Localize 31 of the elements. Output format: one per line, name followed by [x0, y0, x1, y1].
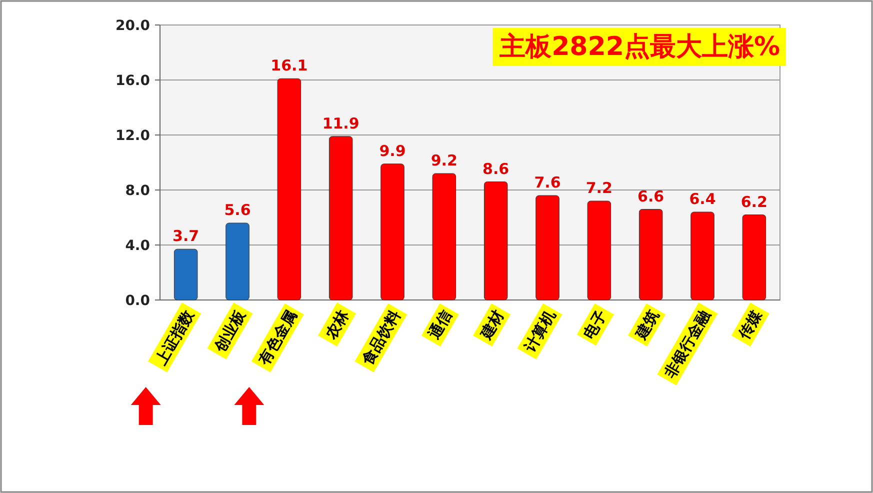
bar: [380, 164, 404, 300]
data-label: 7.6: [534, 174, 561, 192]
data-label: 9.2: [430, 152, 458, 170]
data-label: 11.9: [322, 114, 360, 132]
bar: [484, 182, 508, 300]
data-label: 8.6: [482, 160, 510, 178]
bar: [742, 214, 766, 300]
bar: [638, 209, 663, 300]
bar: [174, 248, 198, 300]
bar: [587, 200, 612, 300]
bar: [536, 195, 560, 300]
data-label: 6.6: [638, 187, 664, 206]
data-label: 16.1: [270, 56, 308, 75]
y-tick-label: 16.0: [115, 73, 150, 89]
data-label: 6.4: [689, 190, 716, 208]
y-tick-label: 20.0: [115, 18, 150, 34]
y-tick-label: 12.0: [115, 128, 150, 144]
bar: [690, 212, 714, 300]
data-label: 6.2: [740, 192, 768, 211]
bar: [328, 136, 353, 300]
y-tick-label: 8.0: [125, 183, 150, 199]
bar: [277, 78, 302, 300]
y-tick-label: 4.0: [125, 238, 150, 254]
data-label: 9.9: [379, 142, 406, 160]
data-label: 3.7: [172, 227, 200, 246]
chart-title: 主板2822点最大上涨%: [498, 32, 780, 62]
bar: [432, 173, 456, 300]
data-label: 7.2: [586, 179, 612, 197]
data-label: 5.6: [224, 201, 251, 219]
bar: [226, 222, 250, 300]
y-tick-label: 0.0: [125, 293, 150, 309]
